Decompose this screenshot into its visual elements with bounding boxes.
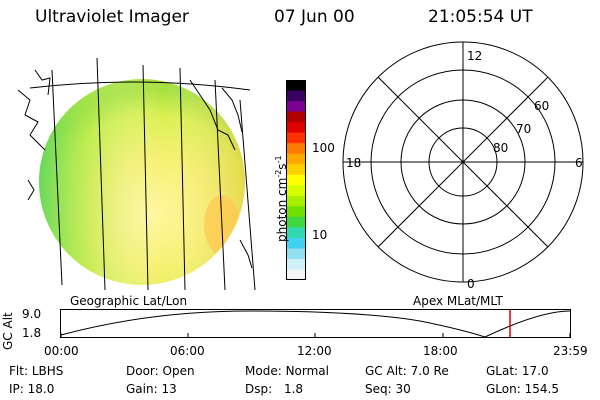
status-filter: Flt: LBHS (9, 364, 64, 378)
colorbar-band (286, 185, 306, 197)
status-door: Door: Open (126, 364, 195, 378)
colorbar-band (286, 143, 306, 155)
mlat-label-60: 60 (534, 99, 549, 113)
colorbar-gradient (286, 80, 306, 281)
colorbar-band (286, 111, 306, 123)
colorbar-band (286, 237, 306, 249)
colorbar-band (286, 132, 306, 144)
colorbar-band (286, 101, 306, 113)
altitude-frame (60, 309, 571, 338)
time-tick-1200: 12:00 (297, 344, 332, 358)
colorbar-band (286, 195, 306, 207)
coastlines (17, 69, 253, 269)
geographic-caption: Geographic Lat/Lon (70, 294, 188, 308)
status-mode: Mode: Normal (245, 364, 329, 378)
earth-disk-shading (39, 79, 245, 285)
altitude-tick-min: 1.8 (22, 326, 42, 340)
status-geo-latitude: GLat: 17.0 (486, 364, 549, 378)
colorbar-band (286, 80, 306, 92)
polar-mlt-plot[interactable]: 12 18 6 0 60 70 80 (330, 40, 600, 290)
image-time: 21:05:54 UT (428, 7, 533, 27)
mlat-label-80: 80 (493, 141, 508, 155)
status-dsp: Dsp: 1.8 (245, 382, 304, 396)
apex-caption: Apex MLat/MLT (413, 294, 503, 308)
colorbar-tick-100: 100 (312, 141, 335, 155)
colorbar-band (286, 90, 306, 102)
colorbar-unit-label: photon cm-2s-1 (274, 155, 289, 242)
polar-diagonal-2 (377, 76, 549, 248)
uv-image-map[interactable] (0, 40, 270, 295)
colorbar-band (286, 174, 306, 186)
image-date: 07 Jun 00 (274, 7, 355, 27)
time-tick-0000: 00:00 (44, 344, 79, 358)
mlt-label-6: 6 (575, 156, 583, 170)
mlt-label-0: 0 (467, 277, 475, 290)
app-title: Ultraviolet Imager (35, 7, 189, 27)
colorbar-tick-10: 10 (312, 228, 328, 242)
time-tick-2359: 23:59 (553, 344, 588, 358)
time-tick-0600: 06:00 (170, 344, 205, 358)
colorbar-band (286, 269, 306, 281)
altitude-timeline[interactable] (60, 309, 572, 339)
colorbar-band (286, 227, 306, 239)
altitude-curve (60, 310, 571, 338)
time-tick-1800: 18:00 (423, 344, 458, 358)
colorbar-band (286, 248, 306, 260)
colorbar-band (286, 206, 306, 218)
colorbar (286, 80, 306, 281)
geographic-grid (29, 57, 256, 291)
status-geo-longitude: GLon: 154.5 (486, 382, 559, 396)
status-gain: Gain: 13 (126, 382, 177, 396)
mlt-label-12: 12 (467, 49, 482, 63)
mlt-label-18: 18 (346, 156, 361, 170)
colorbar-band (286, 258, 306, 270)
colorbar-band (286, 122, 306, 134)
altitude-tick-max: 9.0 (22, 307, 42, 321)
colorbar-band (286, 153, 306, 165)
altitude-axis-label: GC Alt (1, 312, 15, 350)
status-gc-altitude: GC Alt: 7.0 Re (365, 364, 449, 378)
colorbar-frame (286, 80, 306, 280)
mlat-label-70: 70 (516, 122, 531, 136)
status-sequence: Seq: 30 (365, 382, 411, 396)
colorbar-band (286, 164, 306, 176)
colorbar-band (286, 216, 306, 228)
status-ip: IP: 18.0 (9, 382, 55, 396)
